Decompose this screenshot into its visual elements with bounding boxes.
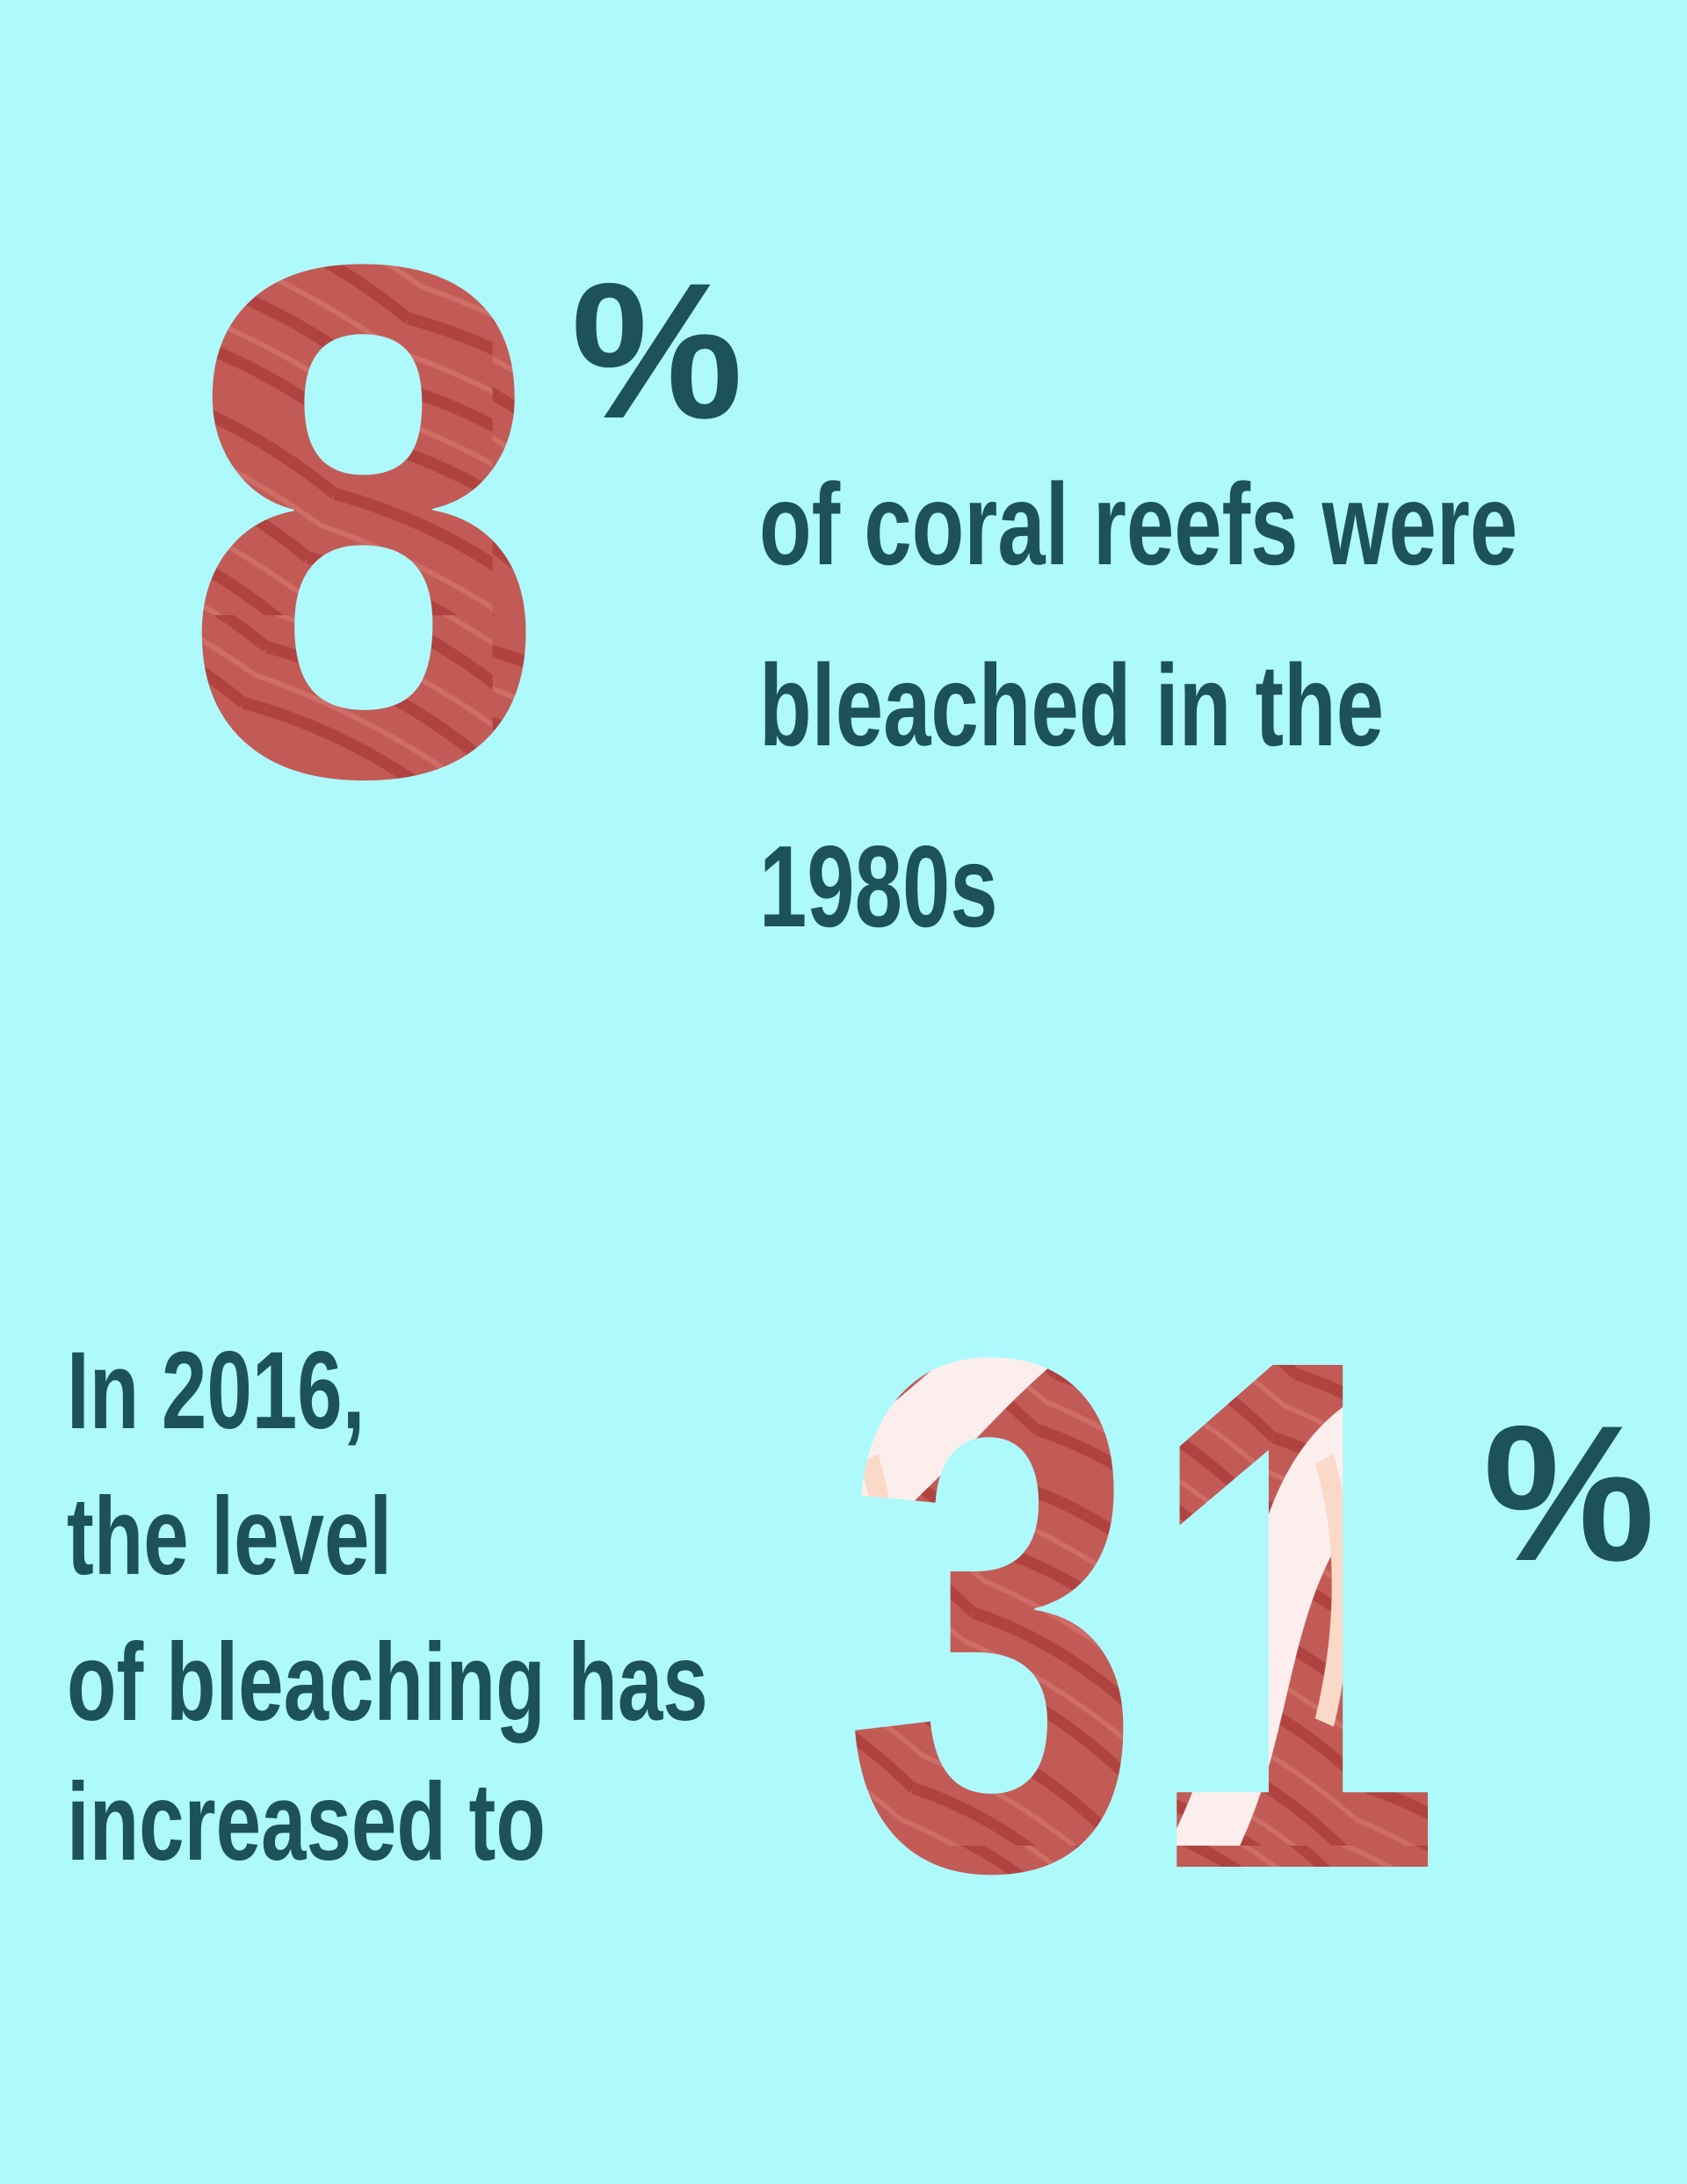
stat-text: increased to (67, 1760, 546, 1883)
stat-text: of coral reefs were (759, 460, 1517, 590)
stat-text: bleached in the (759, 641, 1384, 771)
stat-text: In 2016, (67, 1329, 365, 1452)
stat-text: of bleaching has (67, 1621, 708, 1744)
big-number: 31 (843, 1207, 1443, 2022)
stat-text: the level (67, 1475, 392, 1598)
stat-text: 1980s (759, 822, 998, 952)
percent-sign: % (571, 243, 743, 459)
percent-sign: % (1483, 1385, 1655, 1601)
stat-1: 8 % of coral reefs were bleached in the … (181, 113, 1517, 951)
big-number: 8 (181, 113, 546, 928)
stat-2: In 2016, the level of bleaching has incr… (67, 1207, 1655, 2022)
